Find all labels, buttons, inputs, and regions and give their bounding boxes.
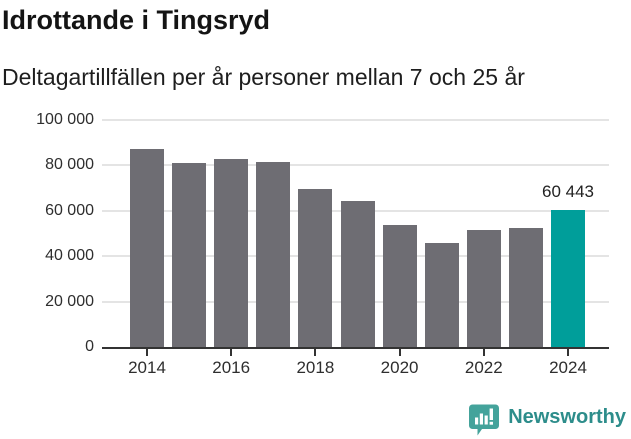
y-tick-label: 60 000: [45, 201, 94, 219]
x-tick: [567, 349, 569, 356]
y-axis: 0 20 000 40 000 60 000 80 000 100 000: [0, 111, 94, 355]
page-title: Idrottande i Tingsryd: [2, 5, 271, 35]
bar-2022: [466, 229, 501, 347]
bar-2016: [214, 159, 249, 347]
bar-2023: [508, 228, 543, 347]
highlight-value-label: 60 443: [542, 181, 594, 201]
bar-2014: [130, 148, 164, 347]
y-tick-label: 0: [85, 338, 94, 355]
brand-name: Newsworthy: [508, 406, 626, 428]
x-tick-label: 2024: [549, 358, 587, 377]
bar-2024: [551, 209, 585, 347]
x-tick-label: 2018: [296, 358, 335, 377]
y-tick-label: 40 000: [45, 247, 94, 265]
bar-2019: [340, 201, 375, 347]
x-tick: [482, 349, 485, 356]
bar-2015: [172, 163, 207, 347]
x-tick: [146, 349, 148, 356]
y-tick-label: 20 000: [45, 292, 94, 310]
x-axis: 2014 2016 2018 2020 2022 2024: [102, 349, 609, 381]
bar-2020: [382, 225, 417, 347]
bar-2017: [256, 161, 291, 347]
x-tick-label: 2014: [128, 358, 166, 377]
y-tick-label: 80 000: [45, 156, 94, 174]
chart-subtitle: Deltagartillfällen per år personer mella…: [2, 64, 525, 90]
bar-2021: [424, 243, 459, 347]
gridline: [102, 164, 609, 167]
x-tick: [398, 349, 401, 356]
y-tick-label: 100 000: [36, 111, 94, 128]
x-tick-label: 2020: [380, 358, 419, 377]
newsworthy-logo-icon: [468, 403, 501, 437]
x-tick: [314, 349, 317, 356]
brand-footer: Newsworthy: [468, 403, 626, 437]
bar-2018: [298, 188, 333, 347]
gridline: [102, 119, 609, 121]
plot-area: 60 443: [102, 119, 609, 349]
x-tick-label: 2022: [464, 358, 503, 377]
x-tick: [230, 349, 233, 356]
x-tick-label: 2016: [212, 358, 251, 377]
